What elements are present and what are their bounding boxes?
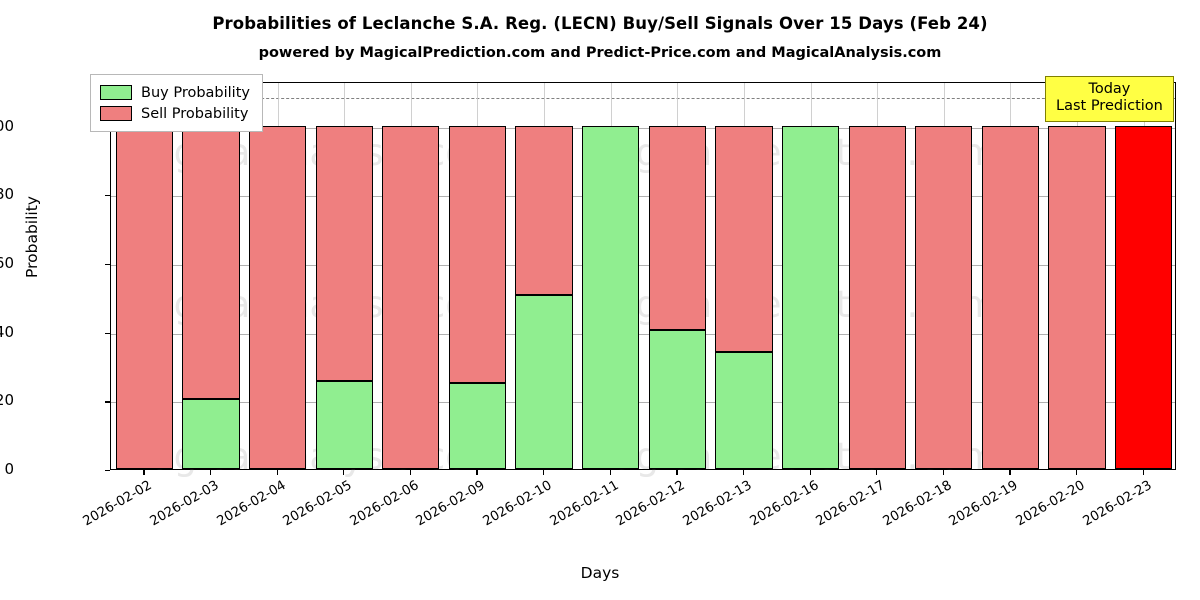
bar-group[interactable] [915, 81, 973, 469]
y-axis-label: Probability [23, 196, 41, 278]
gridline-y-60 [111, 264, 1175, 266]
x-tick-mark-2026-02-16 [809, 470, 811, 475]
chart-legend: Buy Probability Sell Probability [90, 74, 263, 132]
chart-title: Probabilities of Leclanche S.A. Reg. (LE… [212, 14, 988, 33]
x-tick-mark-2026-02-12 [676, 470, 678, 475]
legend-label-sell: Sell Probability [141, 105, 249, 122]
y-tick-label-80: 80 [0, 185, 14, 204]
today-annotation-line2: Last Prediction [1056, 98, 1163, 115]
y-tick-label-100: 100 [0, 116, 14, 135]
reference-dashed-line [111, 98, 1175, 100]
x-tick-mark-2026-02-06 [409, 470, 411, 475]
x-tick-mark-2026-02-17 [876, 470, 878, 475]
today-annotation-line1: Today [1088, 81, 1131, 97]
bar-segment-buy[interactable] [448, 382, 507, 469]
bars-layer [111, 83, 1175, 469]
y-tick-label-20: 20 [0, 391, 14, 410]
legend-swatch-buy [100, 85, 132, 100]
bar-segment-buy[interactable] [515, 295, 573, 469]
bar-group[interactable] [981, 81, 1040, 469]
bar-segment-sell[interactable] [182, 125, 240, 399]
y-tick-mark-60 [105, 263, 110, 266]
y-tick-mark-80 [105, 195, 110, 197]
x-axis-label: Days [580, 564, 620, 582]
x-tick-mark-2026-02-20 [1076, 470, 1078, 475]
y-tick-mark-0 [105, 470, 110, 472]
legend-item-buy: Buy Probability [100, 82, 250, 103]
bar-segment-today[interactable] [1115, 125, 1173, 469]
bar-group[interactable] [448, 81, 507, 469]
bar-group[interactable] [1115, 81, 1173, 469]
x-tick-mark-2026-02-02 [143, 470, 145, 475]
bar-group[interactable] [315, 81, 373, 469]
bar-group[interactable] [182, 81, 240, 469]
x-tick-mark-2026-02-18 [942, 470, 944, 475]
chart-subtitle: powered by MagicalPrediction.com and Pre… [258, 45, 942, 61]
bar-group[interactable] [1048, 81, 1106, 469]
bar-group[interactable] [515, 81, 573, 469]
gridline-y-80 [111, 196, 1175, 198]
y-tick-label-40: 40 [0, 322, 14, 341]
bar-segment-buy[interactable] [715, 351, 773, 469]
bar-segment-sell[interactable] [315, 125, 373, 382]
y-tick-mark-40 [105, 332, 110, 334]
bar-group[interactable] [848, 81, 906, 469]
y-tick-label-60: 60 [0, 253, 14, 272]
bar-segment-sell[interactable] [848, 125, 906, 469]
x-tick-mark-2026-02-09 [476, 470, 478, 475]
plot-area: MagicalAnalysis.comMagicalPrediction.com… [110, 82, 1176, 478]
bar-segment-sell[interactable] [1048, 125, 1106, 469]
bar-segment-sell[interactable] [515, 125, 573, 296]
bar-segment-buy[interactable] [315, 381, 373, 469]
bar-segment-sell[interactable] [981, 125, 1040, 469]
bar-segment-sell[interactable] [448, 125, 507, 383]
y-tick-label-0: 0 [4, 460, 14, 478]
bar-segment-sell[interactable] [715, 125, 773, 352]
bar-group[interactable] [781, 81, 840, 469]
x-tick-mark-2026-02-11 [609, 470, 611, 475]
x-tick-mark-2026-02-23 [1142, 470, 1144, 475]
gridline-y-100 [111, 127, 1175, 129]
x-tick-mark-2026-02-04 [276, 470, 278, 475]
gridline-y-20 [111, 402, 1175, 404]
bar-segment-sell[interactable] [382, 125, 440, 469]
x-tick-mark-2026-02-13 [742, 470, 745, 475]
bar-group[interactable] [582, 81, 640, 469]
bar-segment-buy[interactable] [781, 125, 840, 469]
legend-label-buy: Buy Probability [141, 84, 250, 101]
bar-group[interactable] [115, 81, 173, 469]
bar-segment-buy[interactable] [648, 329, 706, 469]
bar-segment-sell[interactable] [915, 125, 973, 469]
bar-group[interactable] [248, 81, 307, 469]
bar-segment-buy[interactable] [182, 398, 240, 469]
x-tick-mark-2026-02-05 [343, 470, 345, 475]
bar-segment-sell[interactable] [248, 125, 307, 469]
x-tick-mark-2026-02-10 [543, 470, 545, 475]
bar-segment-sell[interactable] [115, 125, 173, 469]
x-tick-mark-2026-02-19 [1009, 470, 1011, 475]
bar-group[interactable] [382, 81, 440, 469]
today-annotation: Today Last Prediction [1045, 76, 1174, 122]
legend-item-sell: Sell Probability [100, 103, 250, 124]
bar-group[interactable] [715, 81, 773, 469]
y-tick-mark-20 [105, 401, 110, 403]
legend-swatch-sell [100, 106, 132, 121]
bar-segment-buy[interactable] [582, 125, 640, 469]
bar-group[interactable] [648, 81, 706, 469]
x-tick-mark-2026-02-03 [209, 470, 212, 475]
bar-segment-sell[interactable] [648, 125, 706, 330]
gridline-y-40 [111, 333, 1175, 335]
